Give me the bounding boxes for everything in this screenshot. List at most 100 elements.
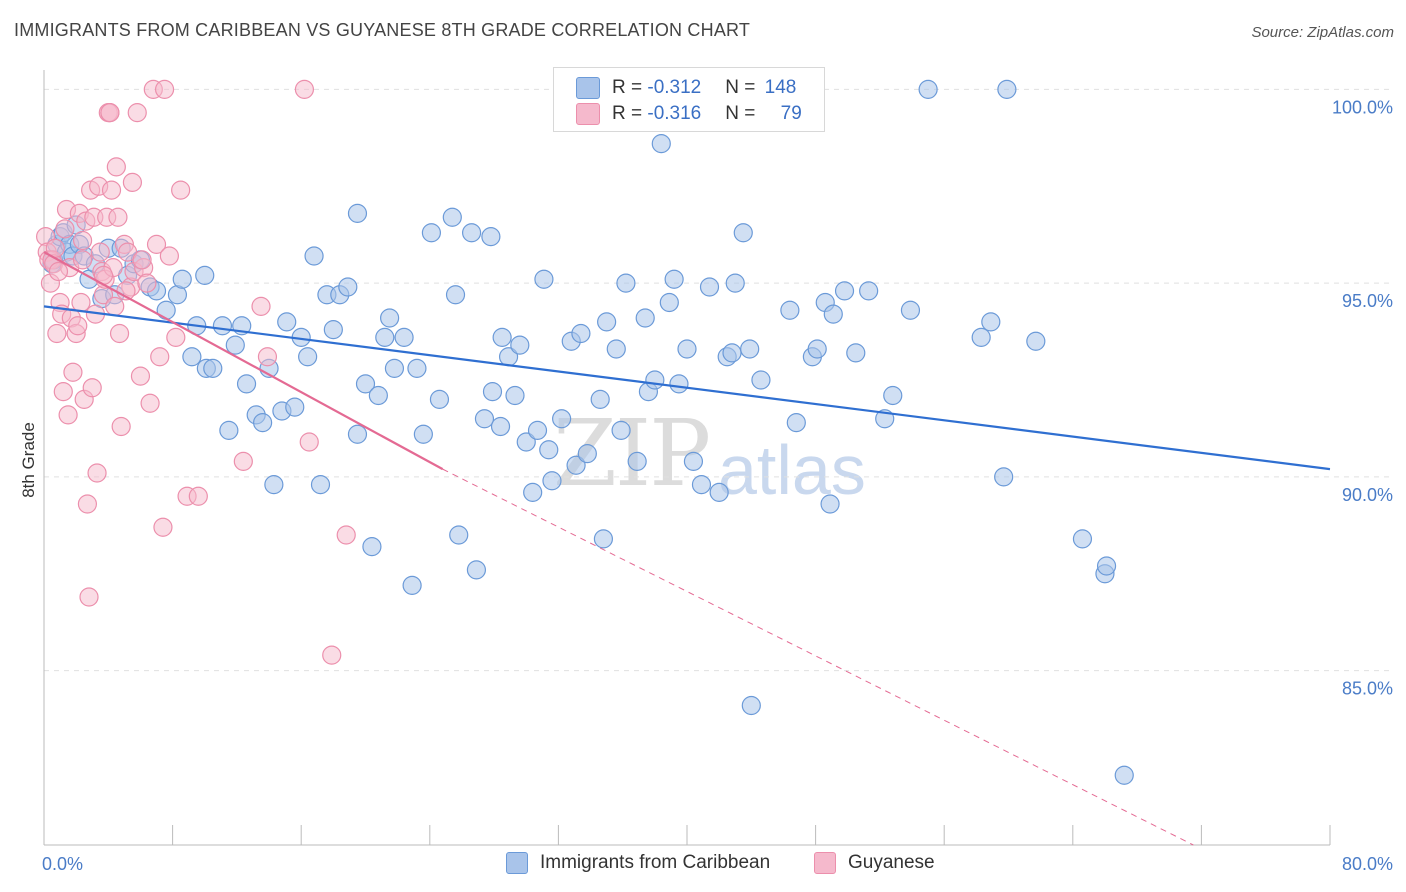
data-point-guyanese	[233, 451, 253, 471]
trend-line-guyanese	[43, 251, 444, 471]
legend-row-guyanese: R = -0.316 N = 79	[576, 101, 802, 127]
data-point-caribbean	[264, 475, 284, 495]
series-caribbean-points	[42, 79, 1134, 785]
legend-r-label: R =	[612, 77, 648, 98]
legend-r-value: -0.312	[647, 77, 702, 98]
data-point-caribbean	[534, 269, 554, 289]
data-point-caribbean	[691, 475, 712, 495]
data-point-caribbean	[375, 327, 395, 347]
data-point-caribbean	[429, 389, 450, 409]
data-point-caribbean	[347, 203, 368, 223]
data-point-guyanese	[68, 316, 88, 336]
data-point-caribbean	[505, 385, 525, 406]
data-point-caribbean	[285, 397, 305, 417]
data-point-caribbean	[997, 79, 1017, 99]
data-point-caribbean	[834, 281, 855, 301]
data-point-guyanese	[53, 382, 73, 402]
legend-n-value: 79	[780, 103, 802, 124]
chart-title: IMMIGRANTS FROM CARIBBEAN VS GUYANESE 8T…	[14, 20, 751, 40]
data-point-caribbean	[883, 385, 903, 406]
bottom-legend-label: Guyanese	[848, 852, 935, 873]
data-point-caribbean	[616, 273, 636, 293]
data-point-guyanese	[294, 79, 315, 99]
x-tick-label: 80.0%	[1342, 854, 1393, 874]
data-point-caribbean	[442, 207, 462, 227]
data-point-caribbean	[994, 467, 1014, 487]
data-point-guyanese	[58, 405, 78, 425]
data-point-caribbean	[659, 292, 679, 313]
data-point-guyanese	[90, 242, 110, 262]
data-point-guyanese	[77, 494, 98, 514]
data-point-guyanese	[122, 172, 143, 192]
data-point-guyanese	[48, 261, 69, 282]
data-point-caribbean	[407, 358, 427, 378]
data-point-guyanese	[146, 234, 167, 254]
data-point-caribbean	[780, 300, 800, 320]
data-point-caribbean	[593, 529, 614, 549]
data-point-caribbean	[347, 424, 368, 444]
watermark-atlas: atlas	[718, 431, 866, 509]
data-point-caribbean	[384, 358, 405, 378]
data-point-guyanese	[127, 103, 147, 123]
trend-line-guyanese-extension	[442, 468, 1194, 846]
data-point-caribbean	[577, 444, 597, 464]
bottom-legend-guyanese[interactable]: Guyanese	[814, 852, 935, 874]
data-point-caribbean	[590, 389, 610, 409]
data-point-guyanese	[188, 486, 208, 506]
data-point-caribbean	[1072, 529, 1093, 549]
data-point-guyanese	[55, 219, 75, 239]
legend-n-label: N =	[725, 77, 761, 98]
data-point-caribbean	[474, 409, 495, 429]
data-point-caribbean	[722, 343, 742, 363]
data-point-caribbean	[552, 409, 572, 429]
data-point-caribbean	[172, 269, 192, 289]
data-point-caribbean	[368, 385, 388, 406]
data-point-guyanese	[322, 645, 342, 665]
data-point-caribbean	[1114, 765, 1134, 785]
legend-n-label: N =	[725, 103, 761, 124]
data-point-caribbean	[597, 312, 617, 332]
data-point-caribbean	[651, 134, 671, 154]
data-point-guyanese	[72, 250, 93, 270]
data-point-guyanese	[257, 347, 278, 367]
stats-legend: R = -0.312 N = 148 R = -0.316 N = 79	[553, 67, 825, 132]
data-point-caribbean	[740, 339, 760, 359]
data-point-caribbean	[523, 482, 543, 502]
legend-n-value: 148	[764, 77, 797, 98]
bottom-legend: Immigrants from Caribbean Guyanese	[0, 852, 1406, 878]
data-point-guyanese	[105, 296, 125, 316]
data-point-guyanese	[108, 207, 128, 227]
data-point-caribbean	[807, 339, 827, 359]
data-point-caribbean	[413, 424, 433, 444]
x-tick-label: 0.0%	[42, 854, 83, 874]
data-point-caribbean	[971, 327, 991, 347]
data-point-caribbean	[182, 347, 202, 367]
data-point-caribbean	[277, 312, 297, 332]
data-point-caribbean	[298, 347, 318, 367]
bottom-legend-swatch-blue	[506, 852, 528, 874]
data-point-caribbean	[1096, 556, 1117, 576]
data-point-caribbean	[304, 246, 324, 266]
data-point-guyanese	[130, 366, 151, 386]
data-point-caribbean	[203, 358, 223, 378]
data-point-caribbean	[449, 525, 469, 545]
data-point-caribbean	[635, 308, 655, 328]
data-point-caribbean	[846, 343, 866, 363]
trend-lines	[43, 251, 1331, 846]
data-point-caribbean	[725, 273, 745, 293]
data-point-guyanese	[109, 323, 130, 344]
data-point-caribbean	[156, 300, 176, 320]
data-point-caribbean	[823, 304, 843, 324]
data-point-caribbean	[445, 285, 466, 305]
data-point-caribbean	[402, 575, 422, 595]
data-point-guyanese	[140, 393, 160, 413]
bottom-legend-swatch-pink	[814, 852, 836, 874]
y-tick-label: 100.0%	[1332, 97, 1393, 117]
data-point-guyanese	[79, 587, 99, 607]
data-point-caribbean	[527, 420, 548, 440]
data-point-guyanese	[251, 296, 271, 316]
y-tick-label: 90.0%	[1342, 485, 1393, 505]
legend-swatch-blue	[576, 77, 600, 99]
bottom-legend-caribbean[interactable]: Immigrants from Caribbean	[506, 852, 770, 874]
data-point-caribbean	[394, 327, 414, 347]
